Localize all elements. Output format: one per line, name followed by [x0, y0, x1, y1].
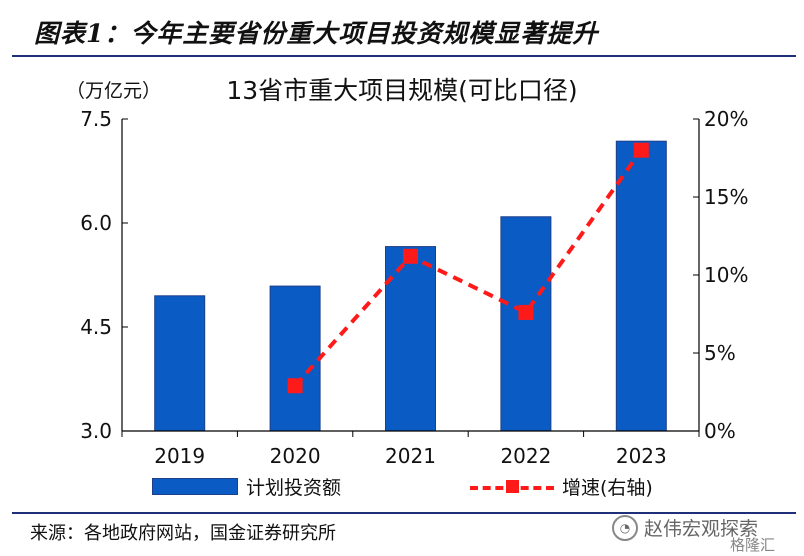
x-tick-label: 2022	[500, 444, 551, 468]
y-right-tick-label: 10%	[704, 263, 748, 287]
growth-line	[293, 149, 643, 388]
watermark-text: 赵伟宏观探索	[644, 518, 759, 540]
bar-2020	[269, 285, 321, 432]
y-right-tick-label: 5%	[704, 341, 736, 365]
bar-2021	[385, 246, 436, 432]
source-divider	[12, 512, 796, 514]
legend-line-label: 增速(右轴)	[562, 477, 653, 499]
x-tick-label: 2019	[154, 444, 205, 468]
chart-title: 13省市重大项目规模(可比口径)	[226, 76, 578, 105]
watermark: ◔ 赵伟宏观探索	[612, 514, 758, 541]
growth-marker-2022	[518, 304, 534, 320]
y-left-tick-label: 7.5	[80, 107, 112, 131]
title-divider	[12, 55, 796, 57]
legend-bar-label: 计划投资额	[246, 477, 342, 499]
x-tick-label: 2020	[270, 444, 321, 468]
y-left-tick-label: 6.0	[80, 211, 112, 235]
watermark-sub: 格隆汇	[730, 536, 776, 554]
source-note: 来源：各地政府网站，国金证券研究所	[30, 523, 336, 544]
y-left-tick-label: 4.5	[80, 315, 112, 339]
left-axis-unit: （万亿元）	[66, 80, 162, 102]
legend-item-bars: 计划投资额	[152, 473, 341, 500]
y-left-tick-label: 3.0	[80, 419, 112, 443]
x-tick-label: 2021	[385, 444, 436, 468]
legend-bar-swatch	[152, 478, 238, 495]
growth-marker-2021	[403, 248, 418, 264]
y-right-tick-label: 0%	[704, 419, 736, 443]
combo-chart: 3.0 4.5 6.0 7.5 0% 5% 10% 15% 20% 2019 2020 2021 202…	[80, 107, 748, 468]
figure-title: 图表1：今年主要省份重大项目投资规模显著提升	[34, 19, 599, 48]
growth-marker-2020	[287, 378, 303, 394]
legend-line-swatch	[470, 476, 554, 498]
y-right-tick-label: 20%	[704, 107, 748, 131]
x-tick-label: 2023	[616, 444, 667, 468]
bar-2019	[154, 295, 206, 432]
legend-item-line: 增速(右轴)	[470, 473, 653, 500]
wechat-icon: ◔	[612, 514, 638, 541]
growth-marker-2023	[633, 142, 649, 158]
bar-2022	[500, 216, 552, 432]
bar-2023	[615, 140, 667, 432]
y-right-tick-label: 15%	[704, 185, 748, 209]
